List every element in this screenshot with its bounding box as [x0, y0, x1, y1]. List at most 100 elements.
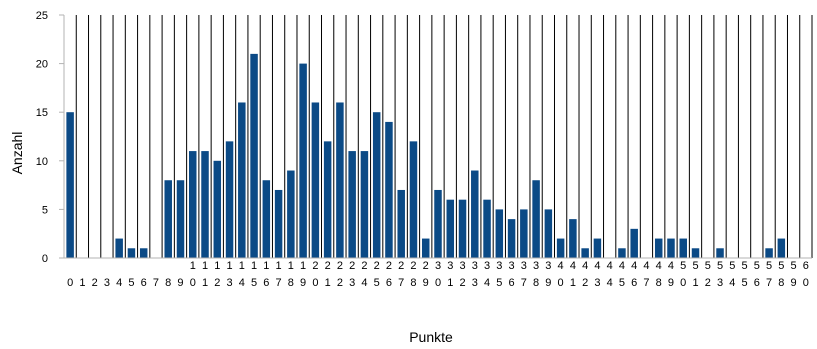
- bar-18: [287, 170, 295, 258]
- bar-22: [336, 102, 344, 258]
- bar-36: [507, 219, 516, 258]
- y-axis-title: Anzahl: [9, 132, 25, 175]
- bar-45: [618, 248, 626, 258]
- bar-4: [115, 238, 123, 258]
- bar-12: [213, 160, 222, 258]
- bar-37: [520, 209, 528, 258]
- y-tick-label: 25: [36, 10, 48, 22]
- bar-41: [569, 219, 577, 258]
- y-tick-label: 20: [36, 59, 48, 71]
- bar-58: [777, 238, 786, 258]
- bar-16: [262, 180, 271, 258]
- x-tick-label-2: 2: [92, 277, 98, 289]
- x-tick-label-9: 9: [177, 277, 183, 289]
- x-tick-label-6: 6: [141, 277, 147, 289]
- y-tick-label: 10: [36, 156, 48, 168]
- bar-31: [446, 199, 455, 258]
- bar-29: [421, 238, 430, 258]
- bars: [66, 53, 786, 258]
- bar-34: [483, 199, 491, 258]
- bar-9: [176, 180, 185, 258]
- bar-27: [397, 189, 405, 258]
- bar-23: [348, 151, 356, 258]
- bar-20: [311, 102, 320, 258]
- bar-19: [299, 63, 307, 258]
- bar-48: [654, 238, 663, 258]
- bar-57: [765, 248, 773, 258]
- grid-lines: [75, 15, 813, 258]
- bar-30: [434, 189, 442, 258]
- bar-0: [66, 112, 74, 258]
- x-tick-label-0: 0: [67, 277, 73, 289]
- bar-39: [544, 209, 553, 258]
- bar-53: [716, 248, 724, 258]
- y-tick-label: 5: [42, 204, 48, 216]
- x-tick-label-1: 1: [79, 277, 85, 289]
- bar-8: [164, 180, 172, 258]
- bar-26: [385, 121, 393, 258]
- bar-6: [139, 248, 148, 258]
- x-tick-label-3: 3: [104, 277, 110, 289]
- bar-5: [127, 248, 136, 258]
- bar-21: [323, 141, 332, 258]
- x-tick-label-4: 4: [116, 277, 122, 289]
- bar-40: [556, 238, 565, 258]
- x-tick-label-7: 7: [153, 277, 159, 289]
- bar-32: [458, 199, 467, 258]
- bar-17: [274, 189, 283, 258]
- bar-24: [360, 151, 369, 258]
- y-tick-label: 15: [36, 107, 48, 119]
- x-tick-label-8: 8: [165, 277, 171, 289]
- bar-13: [225, 141, 234, 258]
- x-tick-label-5: 5: [128, 277, 134, 289]
- y-tick-labels: 0 5 10 15 20 25: [36, 10, 64, 265]
- bar-50: [679, 238, 687, 258]
- bar-33: [471, 170, 479, 258]
- bar-43: [593, 238, 602, 258]
